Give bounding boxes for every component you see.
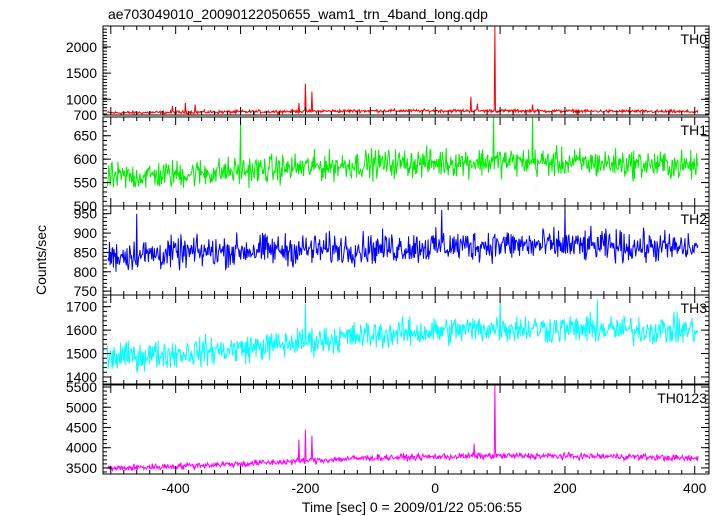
x-tick-label: 0 [431,480,439,496]
y-tick-label: 850 [74,244,98,260]
y-tick-label: 1600 [66,322,97,338]
y-tick-label: 3500 [66,460,97,476]
y-axis-title: Counts/sec [33,225,49,295]
panel-frame [102,294,710,385]
y-tick-label: 600 [74,151,98,167]
y-tick-label: 1500 [66,65,97,81]
y-tick-label: 500 [74,198,98,214]
panel-th0123: 3500 4000 4500 5000 5500 TH0123 [66,379,710,476]
x-tick-label: -400 [162,480,190,496]
panel-label-th1: TH1 [681,122,708,138]
x-tick-label: 400 [683,480,707,496]
panel-frame [102,25,710,116]
y-tick-label: 1500 [66,346,97,362]
panel-th1: 500 550 600 650 TH1 [74,116,710,214]
x-axis-tick-labels: -400 -200 0 200 400 [162,480,707,496]
series-line-th1 [107,117,699,189]
panel-th2: 750 800 850 900 950 TH2 [74,205,710,299]
panel-label-th0123: TH0123 [657,390,707,406]
x-axis-title: Time [sec] 0 = 2009/01/22 05:06:55 [302,499,522,515]
x-tick-label: -200 [291,480,319,496]
y-tick-label: 1700 [66,299,97,315]
panel-th3: 1400 1500 1600 1700 TH3 [66,294,710,385]
series-line-th0 [107,26,699,115]
y-tick-label: 950 [74,206,98,222]
y-tick-label: 2000 [66,39,97,55]
y-tick-label: 700 [74,107,98,123]
panel-frame [102,384,710,475]
panel-frame [102,116,710,207]
y-tick-label: 750 [74,283,98,299]
chart-title: ae703049010_20090122050655_wam1_trn_4ban… [108,6,488,22]
y-tick-label: 4000 [66,440,97,456]
y-tick-label: 800 [74,264,98,280]
y-tick-label: 5000 [66,399,97,415]
y-tick-label: 4500 [66,419,97,435]
y-tick-label: 650 [74,128,98,144]
panel-label-th0: TH0 [681,31,708,47]
y-tick-label: 1400 [66,369,97,385]
x-tick-label: 200 [553,480,577,496]
series-line-th2 [107,209,699,272]
y-tick-label: 5500 [66,379,97,395]
y-tick-label: 550 [74,175,98,191]
series-line-th3 [107,297,699,373]
series-line-th0123 [107,385,699,473]
panel-label-th2: TH2 [681,211,708,227]
y-tick-label: 1000 [66,91,97,107]
y-tick-label: 900 [74,225,98,241]
panel-label-th3: TH3 [681,300,708,316]
